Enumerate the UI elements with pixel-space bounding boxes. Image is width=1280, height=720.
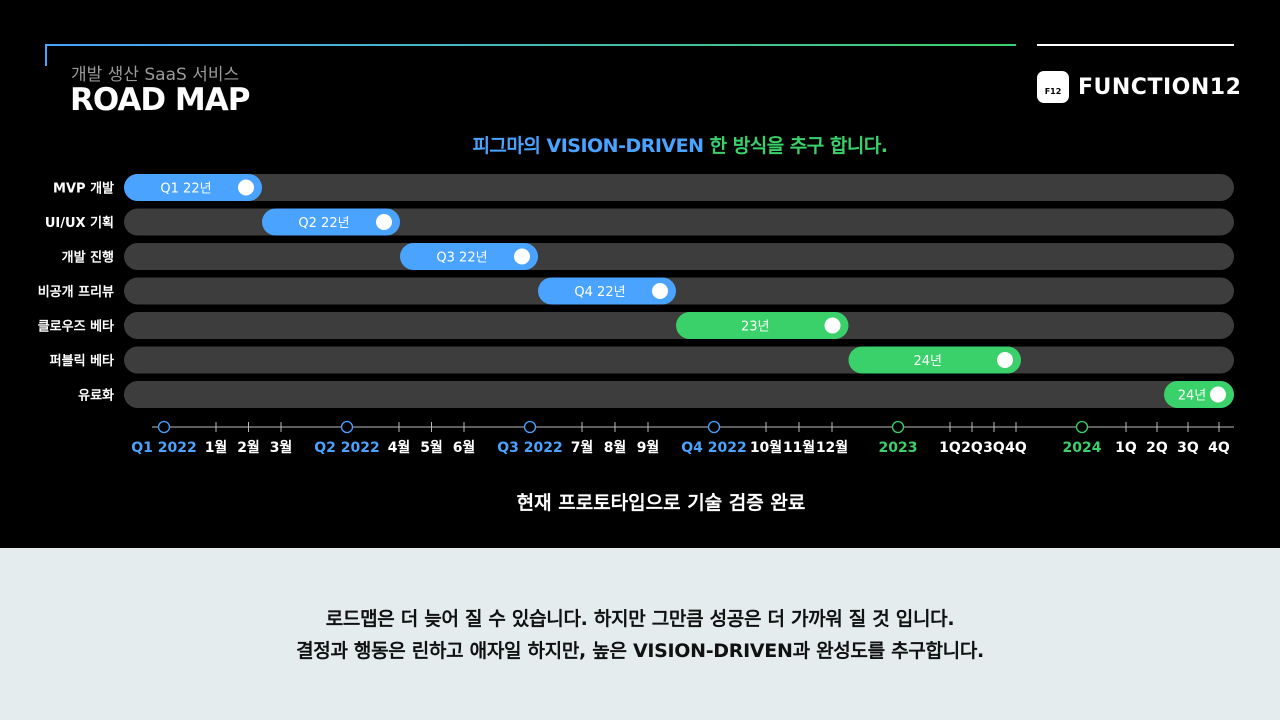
axis-tick-label: 4Q: [1005, 440, 1027, 456]
axis-major-marker: [1075, 420, 1089, 434]
task-row: 개발 진행 Q3 22년: [62, 243, 1234, 270]
page-title: ROAD MAP: [70, 82, 250, 118]
task-label: MVP 개발: [53, 181, 114, 197]
axis-tick-label: 2023: [879, 440, 918, 456]
task-label: 개발 진행: [62, 250, 114, 266]
roadmap-slide: 개발 생산 SaaS 서비스 ROAD MAP F12 FUNCTION12 피…: [0, 44, 1280, 514]
task-bar: [848, 346, 1021, 374]
header-divider-tick: [45, 44, 47, 66]
brand-logo: F12 FUNCTION12: [1037, 71, 1241, 103]
task-bar-label: 23년: [741, 320, 770, 335]
footnote: 현재 프로토타입으로 기술 검증 완료: [516, 492, 806, 514]
axis-tick-label: 8월: [604, 439, 627, 456]
axis-tick-label: 2월: [237, 439, 260, 456]
task-bar-label: 24년: [1178, 389, 1207, 404]
axis-tick-label: Q2 2022: [314, 440, 379, 456]
task-track: [124, 346, 1234, 374]
axis-tick-label: 11월: [783, 439, 815, 456]
task-bar-knob: [238, 179, 254, 196]
task-bar: [676, 312, 849, 339]
axis-tick-label: 7월: [571, 439, 594, 456]
axis-tick-label: 2024: [1063, 440, 1102, 456]
task-bar-label: Q3 22년: [436, 251, 487, 266]
axis-tick-label: 12월: [816, 439, 848, 456]
task-bar-knob: [514, 248, 530, 265]
axis-tick-label: 1월: [205, 439, 228, 456]
logo-mark-text: F12: [1044, 86, 1062, 96]
axis-tick-label: 4Q: [1208, 440, 1230, 456]
axis-tick-label: 10월: [750, 439, 782, 456]
axis-major-marker: [891, 420, 905, 434]
axis-tick-label: Q1 2022: [131, 440, 196, 456]
task-label: UI/UX 기획: [45, 215, 114, 231]
task-row: 클로우즈 베타 23년: [38, 312, 1234, 339]
task-label: 유료화: [78, 388, 114, 404]
task-track: [124, 208, 1234, 236]
message-panel: [0, 548, 1280, 720]
axis-tick-label: 2Q: [961, 440, 983, 456]
axis-major-marker: [157, 420, 171, 434]
axis-tick-label: 3월: [270, 439, 293, 456]
axis-tick-label: 3Q: [1177, 440, 1199, 456]
task-bar-knob: [652, 283, 668, 299]
task-bar-label: Q1 22년: [160, 182, 211, 197]
task-label: 클로우즈 베타: [38, 319, 114, 335]
task-row: UI/UX 기획 Q2 22년: [45, 208, 1234, 236]
task-bar-label: 24년: [913, 354, 942, 369]
axis-tick-label: 1Q: [1115, 440, 1137, 456]
axis-tick-label: 1Q: [939, 440, 961, 456]
tagline-green: 한 방식을 추구 합니다.: [709, 135, 888, 157]
task-bar: [538, 277, 676, 305]
axis-major-marker: [523, 420, 537, 434]
task-label: 비공개 프리뷰: [38, 284, 114, 300]
task-row: MVP 개발 Q1 22년: [53, 174, 1234, 201]
tagline: 피그마의 VISION-DRIVEN 한 방식을 추구 합니다.: [0, 131, 1280, 158]
axis-tick-label: 4월: [388, 439, 411, 456]
tagline-blue: 피그마의 VISION-DRIVEN: [472, 135, 704, 157]
task-bar-label: Q2 22년: [298, 216, 349, 231]
task-track: [124, 174, 1234, 201]
task-row: 비공개 프리뷰 Q4 22년: [38, 277, 1234, 305]
axis-tick-label: 5월: [420, 439, 443, 456]
axis-tick-label: 3Q: [983, 440, 1005, 456]
axis-tick-label: Q3 2022: [497, 440, 562, 456]
logo-mark-icon: F12: [1037, 71, 1069, 103]
page-subtitle: 개발 생산 SaaS 서비스: [71, 65, 240, 85]
message-line-1: 로드맵은 더 늦어 질 수 있습니다. 하지만 그만큼 성공은 더 가까워 질 …: [325, 608, 955, 630]
task-bar: [400, 243, 538, 270]
task-bar-knob: [376, 214, 392, 230]
task-bar-label: Q4 22년: [574, 285, 625, 300]
task-track: [124, 277, 1234, 305]
task-bar-knob: [824, 317, 841, 334]
logo-text: FUNCTION12: [1078, 74, 1242, 100]
axis-tick-label: 9월: [637, 439, 660, 456]
task-row: 퍼블릭 베타 24년: [50, 346, 1234, 374]
task-track: [124, 381, 1234, 408]
axis-tick-label: 6월: [453, 439, 476, 456]
axis-major-marker: [340, 420, 354, 434]
header-divider-gradient: [45, 44, 1016, 46]
axis-tick-label: Q4 2022: [681, 440, 746, 456]
header-divider-right: [1037, 44, 1234, 46]
task-bar-knob: [997, 352, 1013, 368]
task-bar: [262, 208, 400, 236]
axis-major-marker: [707, 420, 721, 434]
task-track: [124, 243, 1234, 270]
message-line-2: 결정과 행동은 린하고 애자일 하지만, 높은 VISION-DRIVEN과 완…: [296, 640, 984, 662]
task-label: 퍼블릭 베타: [50, 353, 114, 369]
axis-tick-label: 2Q: [1146, 440, 1168, 456]
task-bar-knob: [1210, 386, 1226, 403]
task-row: 유료화 24년: [78, 381, 1234, 408]
task-bar: [124, 174, 262, 201]
